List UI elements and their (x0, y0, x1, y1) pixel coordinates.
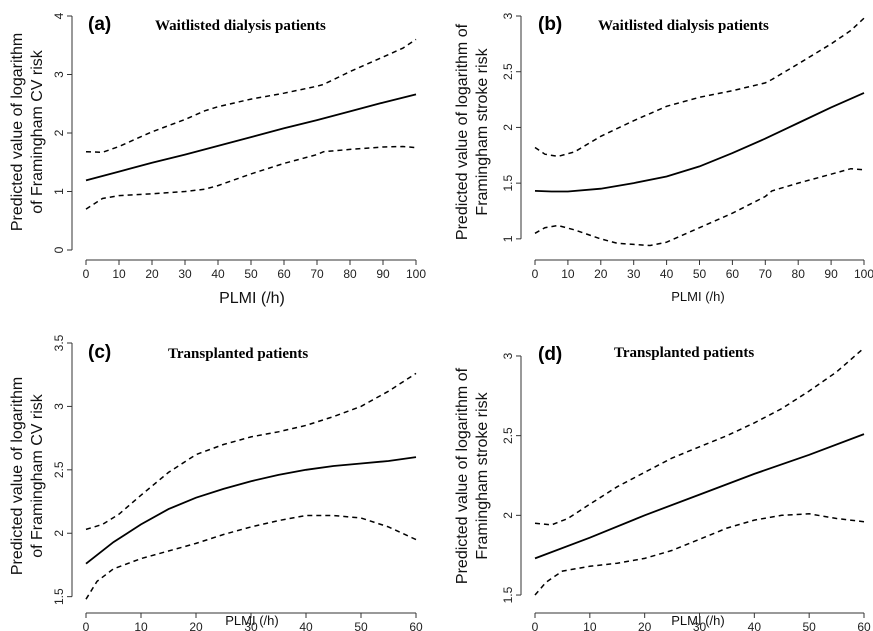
x-tick-label: 60 (277, 267, 291, 281)
x-tick-label: 0 (83, 267, 90, 281)
y-tick-label: 2 (52, 530, 66, 537)
panel-title: Waitlisted dialysis patients (155, 18, 326, 34)
x-tick-label: 50 (693, 267, 707, 281)
panel-label: (c) (88, 342, 111, 363)
y-axis-label-line-1: Predicted value of logarithm of (454, 367, 471, 584)
y-tick-label: 0 (52, 246, 66, 253)
y-tick-label: 3.5 (52, 334, 66, 351)
x-tick-label: 20 (145, 267, 159, 281)
x-tick-label: 20 (594, 267, 608, 281)
x-tick-label: 60 (409, 620, 423, 631)
x-tick-label: 70 (310, 267, 324, 281)
panel-c: (c) Transplanted patients Predicted valu… (9, 334, 423, 631)
x-tick-label: 50 (802, 620, 816, 631)
y-axis-label-line-1: Predicted value of logarithm (9, 377, 26, 575)
panel-title: Transplanted patients (614, 345, 754, 361)
x-tick-label: 60 (857, 620, 871, 631)
x-tick-label: 30 (693, 620, 707, 631)
y-tick-label: 2.5 (501, 63, 515, 80)
upper-ci-line (534, 17, 865, 158)
y-tick-label: 1.5 (52, 588, 66, 605)
x-tick-label: 90 (376, 267, 390, 281)
y-tick-label: 1.5 (501, 174, 515, 191)
x-tick-label: 10 (134, 620, 148, 631)
x-axis-label: PLMI (/h) (225, 613, 278, 628)
panel-title: Waitlisted dialysis patients (598, 18, 769, 34)
y-tick-label: 2.5 (52, 461, 66, 478)
x-tick-label: 80 (792, 267, 806, 281)
x-tick-label: 40 (660, 267, 674, 281)
upper-ci-line (534, 347, 865, 526)
y-axis-label-line-1: Predicted value of logarithm of (454, 23, 471, 240)
x-tick-label: 50 (354, 620, 368, 631)
x-tick-label: 40 (299, 620, 313, 631)
x-tick-label: 90 (824, 267, 838, 281)
estimate-line (534, 433, 865, 560)
y-axis-label-line-2: of Framingham CV risk (29, 393, 46, 558)
panel-a: (a) Waitlisted dialysis patients Predict… (9, 12, 426, 307)
x-tick-label: 80 (343, 267, 357, 281)
lower-ci-line (534, 513, 865, 596)
panel-d: (d) Transplanted patients Predicted valu… (454, 344, 871, 631)
estimate-line (534, 92, 865, 193)
y-axis-label-line-1: Predicted value of logarithm (9, 33, 26, 231)
x-tick-label: 60 (726, 267, 740, 281)
panel-label: (b) (538, 14, 562, 35)
upper-ci-line (85, 38, 417, 154)
x-axis-label: PLMI (/h) (219, 290, 285, 307)
x-tick-label: 0 (532, 620, 539, 631)
y-tick-label: 3 (52, 403, 66, 410)
x-axis-label: PLMI (/h) (671, 613, 724, 628)
x-tick-label: 10 (112, 267, 126, 281)
y-tick-label: 3 (501, 352, 515, 359)
estimate-line (85, 93, 417, 182)
lower-ci-line (85, 145, 417, 210)
y-tick-label: 4 (52, 12, 66, 19)
x-tick-label: 30 (627, 267, 641, 281)
y-tick-label: 2 (501, 124, 515, 131)
y-axis-label-line-2: Framingham stroke risk (474, 391, 491, 559)
x-tick-label: 30 (178, 267, 192, 281)
x-tick-label: 10 (583, 620, 597, 631)
y-tick-label: 1.5 (501, 586, 515, 603)
y-tick-label: 2 (52, 129, 66, 136)
x-axis-label: PLMI (/h) (671, 289, 724, 304)
estimate-line (85, 456, 417, 565)
y-tick-label: 3 (501, 12, 515, 19)
x-tick-label: 0 (532, 267, 539, 281)
x-tick-label: 10 (561, 267, 575, 281)
upper-ci-line (85, 372, 417, 531)
panel-label: (d) (538, 344, 562, 365)
x-tick-label: 0 (83, 620, 90, 631)
y-axis-label-line-2: Framingham stroke risk (474, 47, 491, 215)
y-tick-label: 3 (52, 71, 66, 78)
y-tick-label: 2.5 (501, 427, 515, 444)
x-tick-label: 30 (244, 620, 258, 631)
x-tick-label: 100 (406, 267, 426, 281)
panel-b: (b) Waitlisted dialysis patients Predict… (454, 12, 873, 304)
y-tick-label: 2 (501, 512, 515, 519)
y-tick-label: 1 (52, 188, 66, 195)
x-tick-label: 40 (748, 620, 762, 631)
x-tick-label: 20 (189, 620, 203, 631)
y-tick-label: 1 (501, 235, 515, 242)
x-tick-label: 40 (211, 267, 225, 281)
lower-ci-line (534, 167, 865, 247)
x-tick-label: 50 (244, 267, 258, 281)
x-tick-label: 70 (759, 267, 773, 281)
panel-title: Transplanted patients (168, 346, 308, 362)
panel-label: (a) (88, 14, 111, 35)
y-axis-label-line-2: of Framingham CV risk (29, 49, 46, 214)
x-tick-label: 100 (854, 267, 873, 281)
x-tick-label: 20 (638, 620, 652, 631)
